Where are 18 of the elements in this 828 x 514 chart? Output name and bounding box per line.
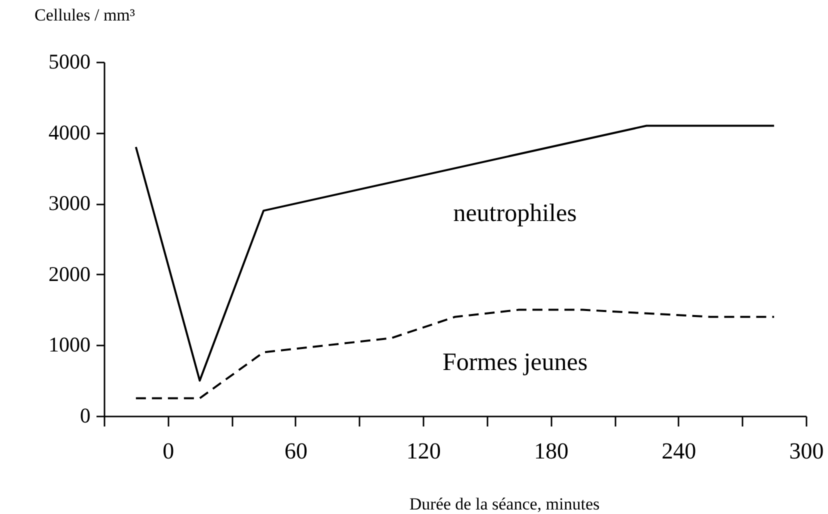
- x-axis-title: Durée de la séance, minutes: [409, 494, 600, 514]
- y-tick-label: 0: [80, 404, 90, 428]
- x-tick-label: 300: [789, 438, 824, 464]
- line-series: [134, 124, 776, 382]
- series-label: Formes jeunes: [442, 348, 588, 376]
- y-tick-label: 4000: [48, 120, 90, 144]
- x-tick-label: 180: [534, 438, 568, 464]
- y-tick-label: 1000: [48, 332, 90, 357]
- y-tick-label: 3000: [48, 191, 90, 216]
- x-tick-label: 240: [662, 438, 696, 464]
- x-tick-label: 0: [162, 438, 174, 464]
- x-tick-label: 120: [406, 438, 441, 464]
- y-tick-label: 2000: [48, 262, 90, 286]
- line-series: [134, 308, 776, 400]
- series-label: neutrophiles: [453, 200, 577, 228]
- x-tick-label: 60: [284, 438, 308, 464]
- y-tick-label: 5000: [48, 50, 90, 74]
- y-axis-title: Cellules / mm³: [34, 6, 135, 24]
